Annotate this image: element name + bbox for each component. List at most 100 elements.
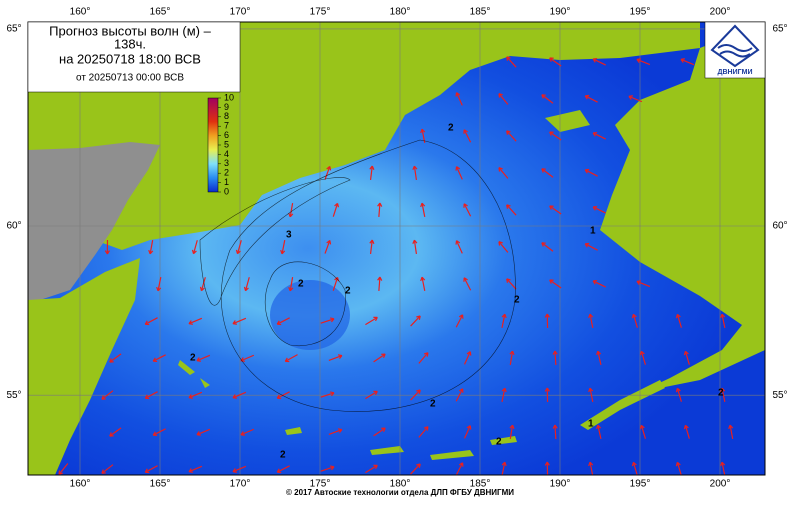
wave-arrow bbox=[463, 277, 472, 291]
wave-arrow bbox=[455, 92, 463, 106]
wave-arrow bbox=[588, 387, 594, 402]
wave-arrow bbox=[109, 353, 122, 363]
wave-arrow bbox=[152, 428, 166, 437]
wave-arrow bbox=[196, 428, 211, 436]
kamchatka-north bbox=[28, 142, 160, 300]
wave-arrow bbox=[584, 94, 598, 103]
contour-label: 2 bbox=[448, 123, 454, 134]
wave-arrow bbox=[232, 465, 247, 473]
wave-arrow bbox=[463, 203, 472, 217]
wave-arrow bbox=[592, 205, 606, 214]
wave-arrow bbox=[463, 425, 472, 439]
wave-arrow bbox=[628, 95, 643, 103]
lat-label: 65° bbox=[6, 24, 21, 35]
wave-arrow bbox=[377, 202, 383, 218]
wave-arrow bbox=[152, 354, 166, 363]
lon-label: 200° bbox=[710, 479, 731, 490]
logo-waves bbox=[717, 44, 753, 58]
isoline bbox=[264, 261, 346, 347]
wave-arrow bbox=[509, 424, 515, 440]
wave-arrow bbox=[544, 461, 550, 475]
wave-arrow bbox=[373, 427, 386, 437]
wave-arrow bbox=[680, 58, 695, 66]
wave-arrow bbox=[243, 277, 250, 292]
nunivak-island bbox=[610, 214, 632, 234]
wave-arrow bbox=[584, 242, 598, 251]
wave-arrow bbox=[328, 354, 343, 362]
wave-arrow bbox=[552, 424, 558, 440]
wave-arrow bbox=[101, 390, 114, 400]
colorbar-label: 3 bbox=[224, 158, 229, 168]
lat-label: 55° bbox=[6, 390, 21, 401]
wave-arrow bbox=[506, 278, 517, 290]
lat-label: 60° bbox=[772, 221, 787, 232]
wave-arrow bbox=[109, 427, 122, 437]
wave-arrow bbox=[144, 317, 158, 326]
contour-label: 2 bbox=[496, 437, 502, 448]
wave-arrow bbox=[156, 277, 162, 292]
wave-arrow bbox=[631, 461, 638, 475]
wave-arrow bbox=[455, 462, 464, 475]
wave-arrow bbox=[324, 239, 332, 254]
wave-arrow bbox=[332, 202, 340, 217]
wave-direction-arrows bbox=[58, 54, 734, 475]
wave-arrow bbox=[639, 424, 647, 439]
lon-label: 180° bbox=[390, 7, 411, 18]
wave-arrow bbox=[455, 314, 464, 328]
wave-arrow bbox=[455, 240, 463, 254]
wave-arrow bbox=[412, 239, 418, 255]
wave-arrow bbox=[720, 387, 726, 402]
wave-arrow bbox=[592, 57, 606, 66]
title-line: 138ч. bbox=[114, 36, 146, 51]
wave-arrow bbox=[509, 350, 515, 366]
colorbar-label: 8 bbox=[224, 111, 229, 121]
wave-arrow bbox=[720, 461, 726, 475]
lon-label: 190° bbox=[550, 479, 571, 490]
wave-arrow bbox=[365, 316, 378, 326]
wave-arrow bbox=[501, 387, 507, 402]
wave-arrow bbox=[288, 276, 294, 292]
st-lawrence-island bbox=[545, 110, 590, 132]
wave-arrow bbox=[675, 313, 682, 328]
wave-arrow bbox=[549, 57, 562, 67]
wave-arrow bbox=[369, 239, 375, 255]
colorbar-label: 6 bbox=[224, 130, 229, 140]
wave-arrow bbox=[365, 390, 378, 400]
logo-text: ДВНИГМИ bbox=[718, 69, 753, 76]
wave-arrow bbox=[541, 94, 554, 104]
contour-label: 2 bbox=[190, 353, 196, 364]
subtitle: от 20250713 00:00 ВСВ bbox=[76, 73, 184, 84]
contour-label: 3 bbox=[286, 230, 292, 241]
colorbar-label: 10 bbox=[224, 92, 234, 102]
wave-arrow bbox=[418, 352, 429, 364]
lon-label: 175° bbox=[310, 7, 331, 18]
chukotka-coast bbox=[28, 22, 700, 250]
wave-arrow bbox=[596, 424, 602, 439]
wave-arrow bbox=[506, 130, 517, 142]
colorbar-label: 7 bbox=[224, 121, 229, 131]
wave-arrow bbox=[410, 389, 421, 401]
wave-arrow bbox=[544, 313, 550, 329]
wave-arrow bbox=[420, 202, 426, 217]
wave-arrow bbox=[148, 240, 154, 255]
wave-arrow bbox=[728, 424, 734, 439]
lat-label: 65° bbox=[772, 24, 787, 35]
wave-arrow bbox=[320, 317, 335, 324]
wave-arrow bbox=[240, 428, 255, 436]
wave-arrow bbox=[675, 387, 682, 402]
colorbar-label: 2 bbox=[224, 168, 229, 178]
footer: © 2017 Автоские технологии отдела ДЛП ФГ… bbox=[286, 488, 514, 497]
wave-arrow bbox=[501, 313, 507, 328]
wave-arrow bbox=[196, 354, 211, 362]
lon-label: 160° bbox=[70, 7, 91, 18]
wave-arrow bbox=[549, 205, 562, 215]
kamchatka bbox=[28, 258, 140, 475]
wave-arrow bbox=[683, 424, 690, 439]
isoline bbox=[199, 177, 351, 306]
wave-arrow bbox=[328, 428, 343, 436]
lat-label: 55° bbox=[772, 390, 787, 401]
wave-arrow bbox=[498, 93, 509, 105]
wave-arrow bbox=[320, 465, 335, 472]
wave-arrow bbox=[552, 350, 558, 366]
